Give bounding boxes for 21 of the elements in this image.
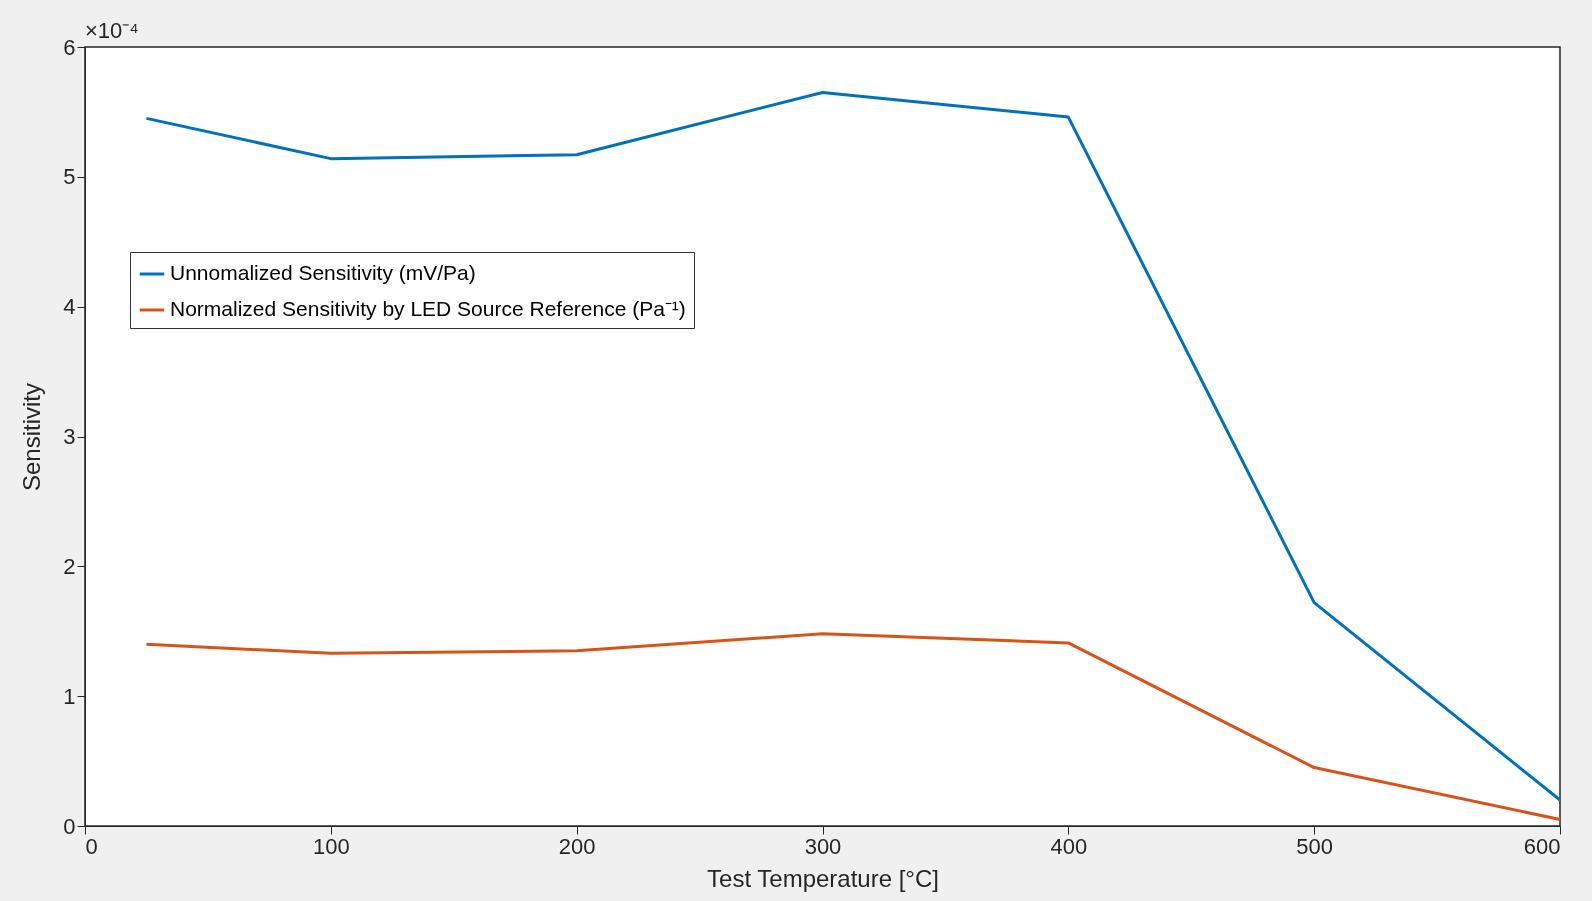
x-tick-label: 600 xyxy=(1523,833,1561,859)
line-series xyxy=(144,632,1562,822)
x-tick-label: 100 xyxy=(312,833,350,859)
x-tick-label: 500 xyxy=(1296,833,1334,859)
y-tick-label: 1 xyxy=(63,683,76,709)
x-tick-label: 300 xyxy=(804,833,842,859)
legend-label: Normalized Sensitivity by LED Source Reference (Pa⁻¹) xyxy=(170,297,686,320)
x-axis-title: Test Temperature [°C] xyxy=(707,864,939,892)
y-tick-label: 5 xyxy=(63,164,76,190)
y-tick-label: 0 xyxy=(63,813,76,839)
y-tick-label: 4 xyxy=(63,294,76,320)
x-tick-label: 200 xyxy=(558,833,596,859)
x-tick-label: 400 xyxy=(1050,833,1088,859)
line-series xyxy=(144,90,1562,802)
y-tick-label: 6 xyxy=(63,34,76,60)
text: ×10⁻⁴ xyxy=(85,18,139,43)
y-axis-title: Sensitivity xyxy=(18,382,46,492)
y-tick-label: 2 xyxy=(63,553,76,579)
y-tick-label: 3 xyxy=(63,424,76,449)
x-tick-label: 0 xyxy=(85,833,98,859)
legend-label: Unnomalized Sensitivity (mV/Pa) xyxy=(170,261,476,284)
